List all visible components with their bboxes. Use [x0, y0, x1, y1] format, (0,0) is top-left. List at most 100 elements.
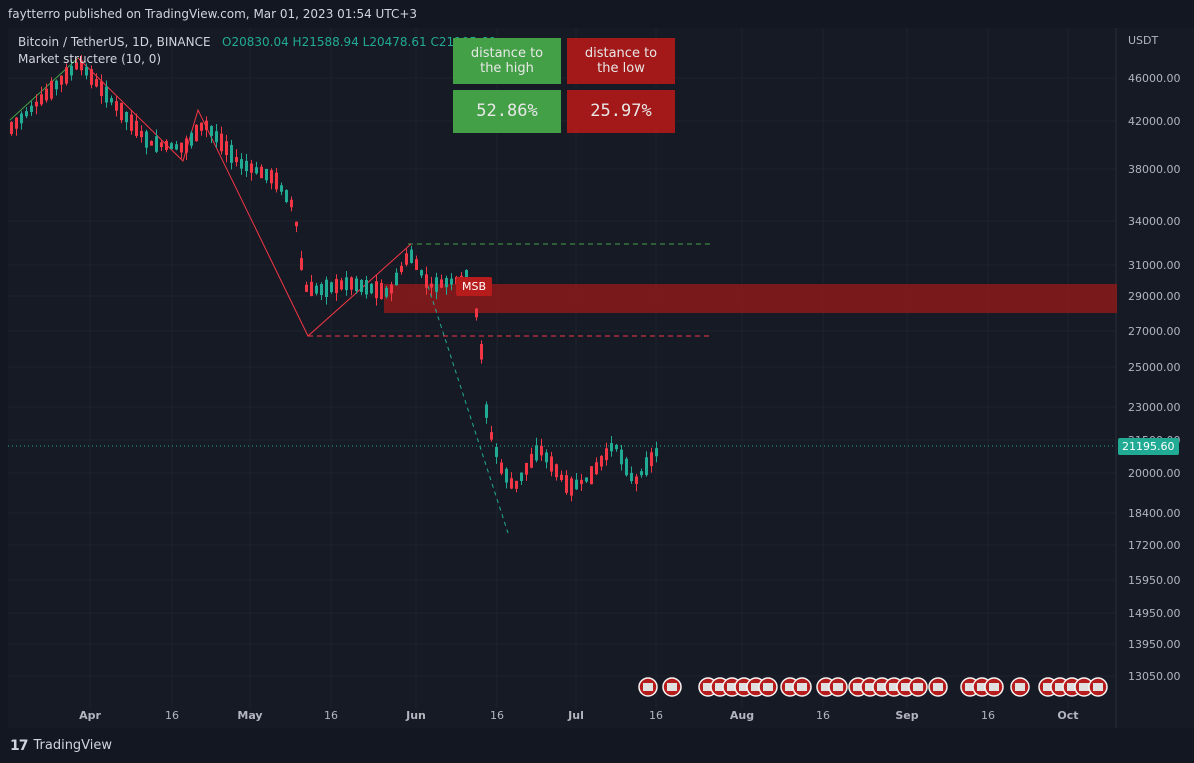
- candle-body: [210, 126, 213, 136]
- brand-name[interactable]: TradingView: [33, 738, 113, 753]
- candle-body: [355, 278, 358, 292]
- candle-body: [275, 172, 278, 190]
- candle-body: [180, 142, 183, 153]
- candle-body: [485, 404, 488, 418]
- time-tick-label: Aug: [730, 709, 754, 722]
- candle-body: [100, 81, 103, 97]
- candle-body: [155, 136, 158, 152]
- candle-body: [30, 105, 33, 112]
- candle-body: [625, 458, 628, 476]
- time-tick-label: Jun: [405, 709, 426, 722]
- candle-body: [205, 120, 208, 130]
- candle-body: [20, 113, 23, 124]
- us-flag-icon: [703, 683, 713, 691]
- candle-body: [85, 66, 88, 76]
- candle-body: [520, 472, 523, 482]
- price-tick-label: 34000.00: [1128, 215, 1181, 228]
- candle-body: [575, 479, 578, 490]
- candle-body: [95, 79, 98, 87]
- candle-body: [405, 253, 408, 265]
- time-tick-label: Apr: [79, 709, 101, 722]
- candle-body: [590, 466, 593, 485]
- zigzag-line: [77, 57, 412, 337]
- candle-body: [145, 131, 148, 148]
- candle-body: [305, 284, 308, 292]
- candle-body: [370, 283, 373, 294]
- price-tick-label: 23000.00: [1128, 401, 1181, 414]
- us-flag-icon: [785, 683, 795, 691]
- candle-body: [195, 124, 198, 142]
- candle-body: [315, 285, 318, 294]
- price-tick-label: 17200.00: [1128, 539, 1181, 552]
- candle-body: [500, 462, 503, 474]
- candle-body: [480, 344, 483, 360]
- candle-body: [545, 452, 548, 463]
- us-flag-icon: [901, 683, 911, 691]
- candle-body: [655, 448, 658, 457]
- candle-body: [260, 166, 263, 179]
- candle-body: [365, 280, 368, 295]
- candle-body: [160, 142, 163, 148]
- us-flag-icon: [643, 683, 653, 691]
- symbol-label[interactable]: Bitcoin / TetherUS, 1D, BINANCE: [18, 35, 211, 49]
- candle-body: [240, 159, 243, 169]
- us-flag-icon: [965, 683, 975, 691]
- candle-body: [430, 283, 433, 288]
- time-tick-label: May: [237, 709, 262, 722]
- distance-low-value: 25.97%: [567, 90, 675, 133]
- us-flag-icon: [1015, 683, 1025, 691]
- candle-body: [340, 280, 343, 290]
- us-flag-icon: [833, 683, 843, 691]
- candle-body: [125, 112, 128, 123]
- candle-body: [120, 102, 123, 121]
- price-tick-label: 25000.00: [1128, 361, 1181, 374]
- candle-body: [185, 138, 188, 153]
- candle-body: [380, 282, 383, 300]
- candle-body: [445, 278, 448, 288]
- us-flag-icon: [727, 683, 737, 691]
- candle-body: [360, 280, 363, 292]
- candle-body: [325, 279, 328, 298]
- candle-body: [230, 144, 233, 163]
- price-tick-label: 15950.00: [1128, 574, 1181, 587]
- candle-body: [440, 279, 443, 288]
- candle-body: [595, 462, 598, 475]
- candle-body: [140, 130, 143, 138]
- us-flag-icon: [763, 683, 773, 691]
- candle-body: [255, 167, 258, 174]
- candle-body: [40, 94, 43, 105]
- candle-body: [55, 80, 58, 90]
- candle-body: [475, 308, 478, 318]
- candle-body: [265, 168, 268, 181]
- candle-body: [310, 281, 313, 297]
- candle-body: [650, 452, 653, 467]
- candle-body: [570, 478, 573, 496]
- candle-body: [150, 141, 153, 146]
- price-tick-label: 29000.00: [1128, 290, 1181, 303]
- time-tick-label: 16: [165, 709, 179, 722]
- candle-body: [270, 170, 273, 184]
- candle-body: [565, 475, 568, 493]
- candle-body: [10, 122, 13, 134]
- chart-canvas[interactable]: 46000.00 42000.00 38000.00 34000.00 31000.00…: [8, 28, 1194, 728]
- candle-body: [375, 281, 378, 299]
- time-tick-label: 16: [649, 709, 663, 722]
- tv-logo-icon: 17: [10, 737, 29, 754]
- us-flag-icon: [877, 683, 887, 691]
- distance-high-label: distance to the high: [453, 38, 561, 84]
- candle-body: [450, 278, 453, 285]
- low-value: L20478.61: [362, 35, 427, 49]
- us-flag-icon: [797, 683, 807, 691]
- candle-body: [110, 98, 113, 103]
- chart-area[interactable]: 46000.00 42000.00 38000.00 34000.00 31000.00…: [8, 28, 1194, 728]
- us-flag-icon: [989, 683, 999, 691]
- footer: 17 TradingView: [0, 728, 1194, 763]
- us-flag-icon: [739, 683, 749, 691]
- time-tick-label: 16: [816, 709, 830, 722]
- candle-body: [410, 249, 413, 263]
- candle-body: [560, 474, 563, 480]
- candle-body: [35, 101, 38, 107]
- candle-body: [245, 160, 248, 172]
- us-flag-icon: [821, 683, 831, 691]
- indicator-label[interactable]: Market structere (10, 0): [18, 52, 162, 66]
